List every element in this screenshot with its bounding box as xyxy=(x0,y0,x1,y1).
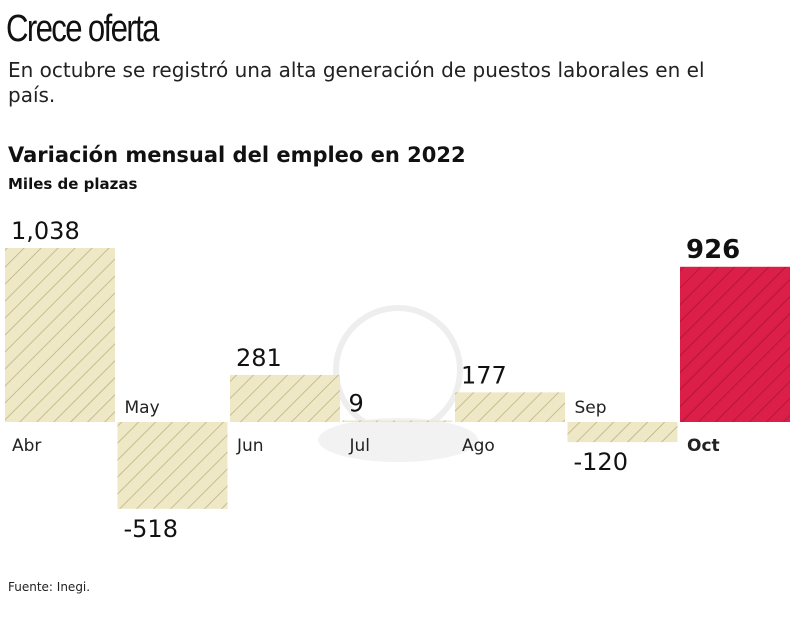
subtitle: En octubre se registró una alta generaci… xyxy=(8,58,705,107)
bar-jul xyxy=(342,420,453,422)
bar-may xyxy=(117,422,228,509)
value-label: 1,038 xyxy=(11,217,80,245)
category-label: Abr xyxy=(12,436,41,456)
watermark-logo xyxy=(318,305,478,462)
value-label: 9 xyxy=(349,389,364,417)
source-note: Fuente: Inegi. xyxy=(8,580,91,594)
bar-ago xyxy=(455,392,565,422)
bar-sep xyxy=(567,422,678,443)
category-label: Sep xyxy=(575,398,607,418)
category-label: Jul xyxy=(349,436,371,456)
value-label: 926 xyxy=(686,235,740,265)
category-label: May xyxy=(125,398,160,418)
chart-title: Variación mensual del empleo en 2022 xyxy=(8,143,466,167)
bar-abr xyxy=(5,248,115,422)
value-label: 177 xyxy=(461,361,507,389)
category-label: Jun xyxy=(236,436,264,456)
bar-oct xyxy=(680,266,790,422)
value-label: -518 xyxy=(124,515,178,543)
category-label: Oct xyxy=(687,436,720,456)
bar-jun xyxy=(230,374,340,422)
y-unit-label: Miles de plazas xyxy=(8,175,138,193)
value-label: -120 xyxy=(574,448,628,476)
category-label: Ago xyxy=(462,436,495,456)
headline: Crece oferta xyxy=(6,8,159,50)
value-label: 281 xyxy=(236,344,282,372)
